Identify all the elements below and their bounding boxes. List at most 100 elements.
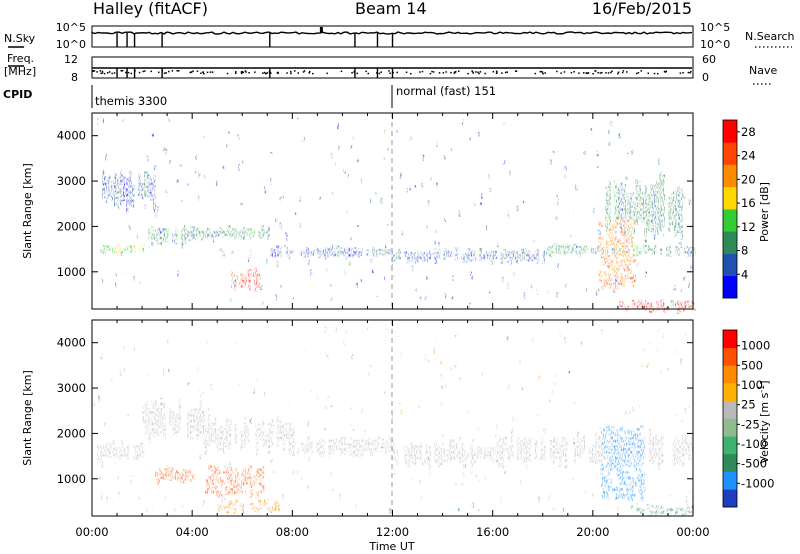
velocity-scatter-cell [635, 502, 638, 506]
nave-dot [178, 70, 180, 72]
velocity-echo-cell [633, 436, 637, 455]
nave-dot [203, 73, 205, 75]
power-echo-cell [515, 251, 519, 265]
power-colorbar-tick-label: 4 [741, 267, 748, 281]
velocity-scatter-cell [350, 437, 353, 440]
power-echo-cell [285, 246, 288, 257]
velocity-hotspot-cell [605, 486, 609, 491]
velocity-hotspot-cell [630, 429, 634, 436]
power-scatter-cell [343, 169, 346, 174]
velocity-hotspot-cell [630, 504, 634, 509]
nave-dot [168, 70, 170, 73]
power-echo-cell [650, 247, 654, 255]
power-echo-cell [270, 247, 273, 258]
velocity-hotspot-cell [230, 467, 234, 474]
velocity-hotspot-cell [235, 499, 239, 503]
power-scatter-cell [195, 168, 197, 174]
power-hotspot-cell [625, 263, 629, 271]
velocity-hotspot-cell [636, 476, 639, 480]
velocity-echo-cell [561, 434, 565, 458]
velocity-scatter-cell [384, 391, 387, 397]
power-scatter-cell [266, 259, 269, 264]
power-scatter-cell [556, 194, 558, 198]
velocity-scatter-cell [400, 350, 403, 358]
velocity-scatter-cell [548, 493, 551, 501]
velocity-echo-cell [175, 413, 178, 437]
velocity-scatter-cell [642, 475, 645, 478]
power-echo-cell [677, 186, 680, 233]
power-echo-cell [410, 251, 414, 262]
velocity-scatter-cell [462, 472, 465, 478]
power-hotspot-cell [631, 259, 635, 263]
power-hotspot-cell [609, 273, 613, 277]
power-echo-cell [413, 252, 417, 264]
power-hotspot-cell [255, 284, 259, 288]
velocity-colorbar-tick-label: 100 [741, 378, 763, 392]
nave-dot [263, 71, 266, 74]
velocity-hotspot-cell [619, 480, 623, 487]
velocity-scatter-cell [484, 474, 487, 482]
velocity-scatter-cell [98, 475, 101, 480]
velocity-hotspot-cell [244, 480, 248, 485]
nave-dot [226, 72, 229, 75]
velocity-hotspot-cell [230, 485, 234, 492]
power-scatter-cell [415, 287, 417, 292]
velocity-hotspot-cell [234, 474, 238, 480]
nave-dot [353, 71, 355, 73]
velocity-scatter-cell [689, 490, 691, 494]
velocity-hotspot-cell [601, 464, 605, 470]
power-hotspot-cell [632, 253, 636, 260]
nave-dot [570, 71, 573, 74]
power-scatter-cell [114, 272, 117, 277]
power-scatter-cell [226, 143, 228, 148]
power-echo-cell [554, 243, 558, 254]
power-scatter-cell [564, 166, 567, 172]
power-hotspot-cell [625, 239, 629, 244]
velocity-hotspot-cell [686, 506, 690, 514]
velocity-hotspot-cell [619, 456, 623, 462]
velocity-scatter-cell [483, 453, 485, 459]
velocity-hotspot-cell [642, 471, 646, 475]
power-echo-cell [575, 246, 579, 255]
power-scatter-cell [383, 276, 386, 281]
power-echo-cell [548, 246, 552, 258]
velocity-hotspot-cell [210, 489, 214, 494]
power-hotspot-cell [628, 239, 632, 243]
nave-dot [637, 72, 640, 74]
power-scatter-cell [438, 249, 441, 253]
nave-dot [534, 72, 537, 75]
velocity-echo-cell [558, 442, 562, 467]
velocity-hotspot-cell [249, 482, 253, 489]
velocity-scatter-cell [495, 424, 498, 429]
power-echo-cell [629, 192, 632, 222]
nave-dot [158, 71, 160, 74]
velocity-scatter-cell [470, 445, 472, 451]
power-echo-cell [324, 247, 327, 260]
power-scatter-cell [433, 248, 436, 251]
power-scatter-cell [168, 117, 170, 122]
nsky-tick-top: 10^5 [56, 21, 86, 34]
velocity-scatter-cell [507, 386, 510, 390]
power-scatter-cell [597, 166, 599, 170]
power-scatter-cell [488, 173, 490, 180]
velocity-scatter-cell [631, 454, 634, 460]
velocity-echo-cell [476, 446, 480, 459]
velocity-echo-cell [576, 431, 580, 457]
velocity-scatter-cell [599, 427, 602, 430]
velocity-scatter-cell [330, 402, 333, 408]
velocity-echo-cell [301, 441, 304, 452]
velocity-hotspot-cell [232, 502, 236, 506]
power-scatter-cell [310, 269, 313, 276]
velocity-hotspot-cell [603, 444, 607, 449]
power-scatter-cell [197, 227, 200, 232]
power-echo-cell [605, 245, 609, 254]
power-scatter-cell [276, 260, 279, 268]
velocity-hotspot-cell [634, 433, 638, 439]
power-echo-cell [330, 245, 333, 256]
velocity-hotspot-cell [637, 442, 641, 448]
velocity-hotspot-cell [634, 481, 638, 487]
power-scatter-cell [187, 183, 190, 187]
nave-dot [587, 72, 590, 74]
velocity-echo-cell [267, 422, 271, 454]
nave-dot [211, 71, 214, 73]
